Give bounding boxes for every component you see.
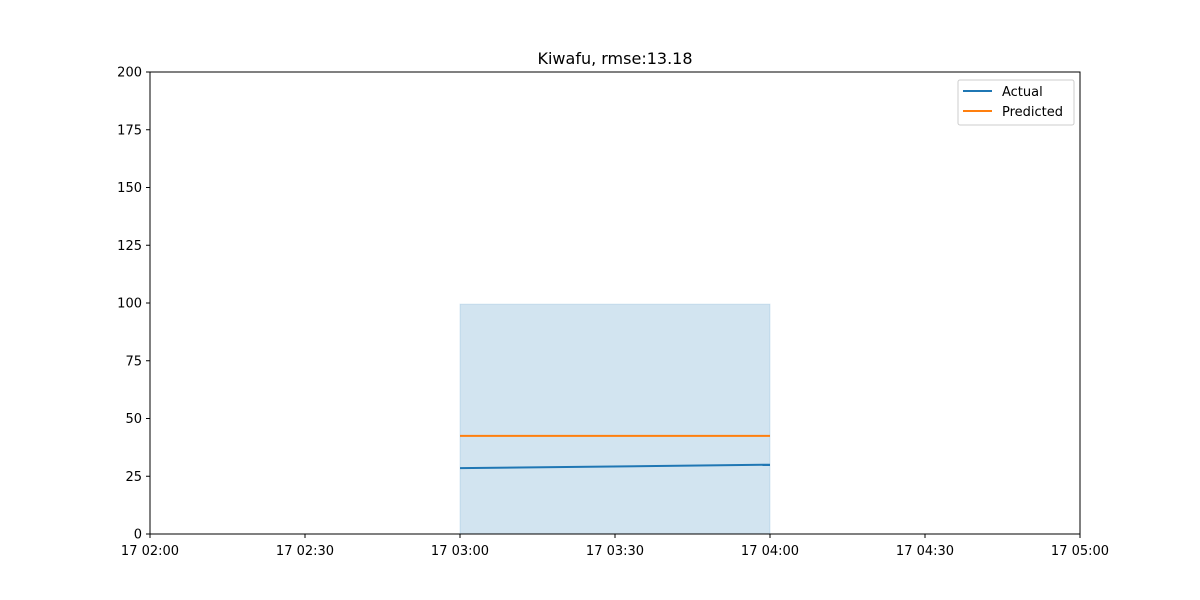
y-tick-label: 50 xyxy=(125,412,142,427)
y-tick-label: 200 xyxy=(117,66,142,81)
y-tick-label: 125 xyxy=(117,239,142,254)
y-tick-label: 100 xyxy=(117,297,142,312)
x-tick-label: 17 05:00 xyxy=(1051,544,1109,559)
y-tick-label: 150 xyxy=(117,181,142,196)
chart-title: Kiwafu, rmse:13.18 xyxy=(537,49,692,68)
x-tick-label: 17 02:00 xyxy=(121,544,179,559)
series-line-actual xyxy=(459,463,771,470)
y-tick-label: 0 xyxy=(134,528,142,543)
legend-label-actual: Actual xyxy=(1002,85,1043,100)
y-tick-label: 175 xyxy=(117,123,142,138)
legend: Actual Predicted xyxy=(957,79,1075,126)
x-tick-label: 17 03:30 xyxy=(586,544,644,559)
y-axis: 0 25 50 75 100 125 150 175 200 xyxy=(117,66,150,543)
x-tick-label: 17 03:00 xyxy=(431,544,489,559)
series-layer xyxy=(459,434,771,470)
legend-label-predicted: Predicted xyxy=(1002,105,1063,120)
uncertainty-band xyxy=(459,303,771,535)
y-tick-label: 25 xyxy=(125,470,142,485)
y-tick-label: 75 xyxy=(125,354,142,369)
uncertainty-band-layer xyxy=(459,303,771,535)
x-tick-label: 17 02:30 xyxy=(276,544,334,559)
x-tick-label: 17 04:00 xyxy=(741,544,799,559)
x-tick-label: 17 04:30 xyxy=(896,544,954,559)
x-axis: 17 02:00 17 02:30 17 03:00 17 03:30 17 04:00… xyxy=(121,534,1109,559)
